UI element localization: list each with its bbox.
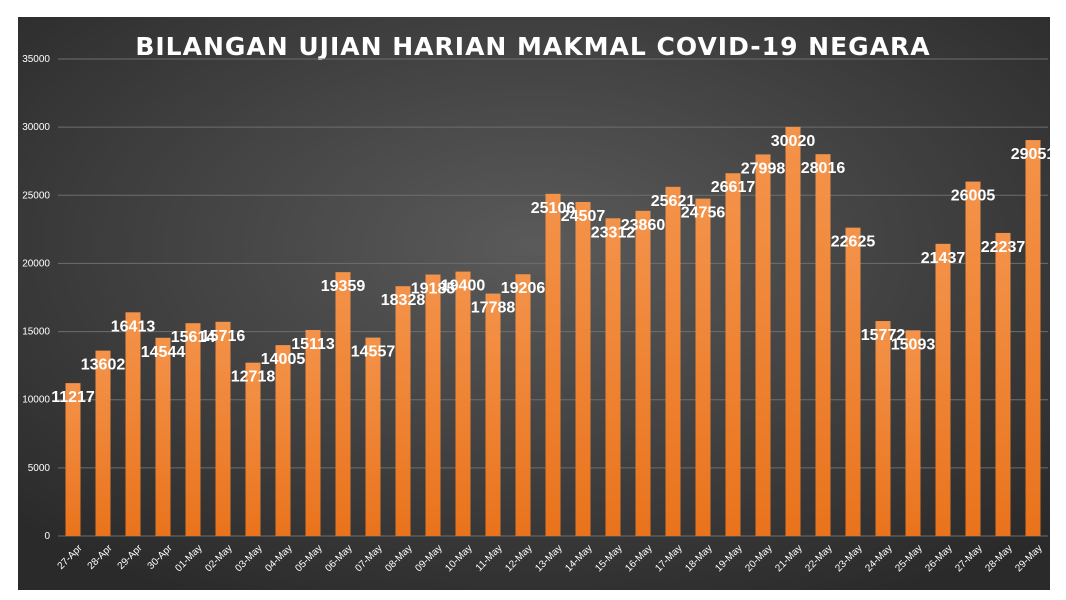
- bars: [65, 126, 1041, 537]
- data-label: 18328: [381, 292, 426, 309]
- data-label: 24507: [561, 208, 606, 225]
- y-tick-label: 30000: [22, 122, 50, 133]
- data-label: 21437: [921, 250, 966, 267]
- bar: [155, 337, 171, 536]
- data-label: 23860: [621, 217, 666, 234]
- bar: [215, 321, 231, 536]
- data-label: 11217: [51, 389, 95, 406]
- bar: [935, 243, 951, 537]
- bar: [95, 350, 111, 536]
- bar: [605, 218, 621, 536]
- bar: [695, 198, 711, 536]
- bar: [845, 227, 861, 536]
- data-label: 25106: [531, 200, 576, 217]
- chart-background: [18, 17, 1050, 590]
- y-tick-label: 20000: [22, 258, 50, 269]
- data-label: 12718: [231, 369, 276, 386]
- bar: [275, 345, 291, 536]
- bar: [455, 271, 471, 536]
- bar: [545, 193, 561, 537]
- bar: [725, 173, 741, 536]
- y-tick-label: 10000: [22, 395, 50, 406]
- y-tick-label: 5000: [28, 463, 51, 474]
- bar: [65, 383, 81, 536]
- data-label: 29051: [1011, 146, 1056, 163]
- bar: [425, 274, 441, 536]
- bar: [245, 362, 261, 536]
- data-label: 22625: [831, 234, 876, 251]
- bar: [995, 232, 1011, 536]
- bar: [905, 330, 921, 536]
- bar: [965, 181, 981, 537]
- bar: [125, 312, 141, 536]
- data-label: 25621: [651, 193, 696, 210]
- bar: [365, 337, 381, 536]
- bar: [755, 154, 771, 537]
- y-tick-label: 35000: [22, 54, 50, 65]
- data-label: 30020: [771, 133, 816, 150]
- data-label: 19185: [411, 281, 456, 298]
- data-label: 19359: [321, 278, 366, 295]
- data-label: 15614: [171, 329, 216, 346]
- data-label: 22237: [981, 239, 1026, 256]
- bar: [575, 202, 591, 537]
- data-label: 28016: [801, 160, 846, 177]
- y-tick-label: 0: [44, 531, 50, 542]
- data-label: 14005: [261, 351, 306, 368]
- data-label: 15716: [201, 328, 246, 345]
- bar: [1025, 140, 1041, 537]
- data-label: 26617: [711, 179, 756, 196]
- bar: [815, 154, 831, 536]
- bar: [485, 293, 501, 536]
- bar: [305, 330, 321, 536]
- bar: [515, 274, 531, 536]
- bar: [785, 126, 801, 536]
- bar: [335, 272, 351, 536]
- y-tick-label: 25000: [22, 190, 50, 201]
- data-label: 14557: [351, 344, 396, 361]
- data-label: 27998: [741, 160, 786, 177]
- data-label: 23312: [591, 224, 636, 241]
- data-label: 15093: [891, 336, 936, 353]
- data-label: 15113: [291, 336, 335, 353]
- chart-title: BILANGAN UJIAN HARIAN MAKMAL COVID-19 NE…: [135, 32, 930, 61]
- bar: [395, 286, 411, 536]
- data-label: 16413: [111, 318, 156, 335]
- data-label: 15772: [861, 327, 906, 344]
- data-label: 19400: [441, 278, 486, 295]
- bar: [185, 323, 201, 536]
- data-label: 24756: [681, 205, 726, 222]
- bar: [635, 210, 651, 537]
- data-label: 17788: [471, 300, 516, 317]
- y-axis-tick-labels: 0 5000 10000 15000 20000 25000 30000 35000: [22, 54, 50, 542]
- data-label: 19206: [501, 280, 546, 297]
- y-tick-label: 15000: [22, 327, 50, 338]
- data-label: 13602: [81, 357, 126, 374]
- bar: [875, 321, 891, 536]
- data-label: 26005: [951, 188, 996, 205]
- data-label: 14544: [141, 344, 186, 361]
- bar: [665, 186, 681, 536]
